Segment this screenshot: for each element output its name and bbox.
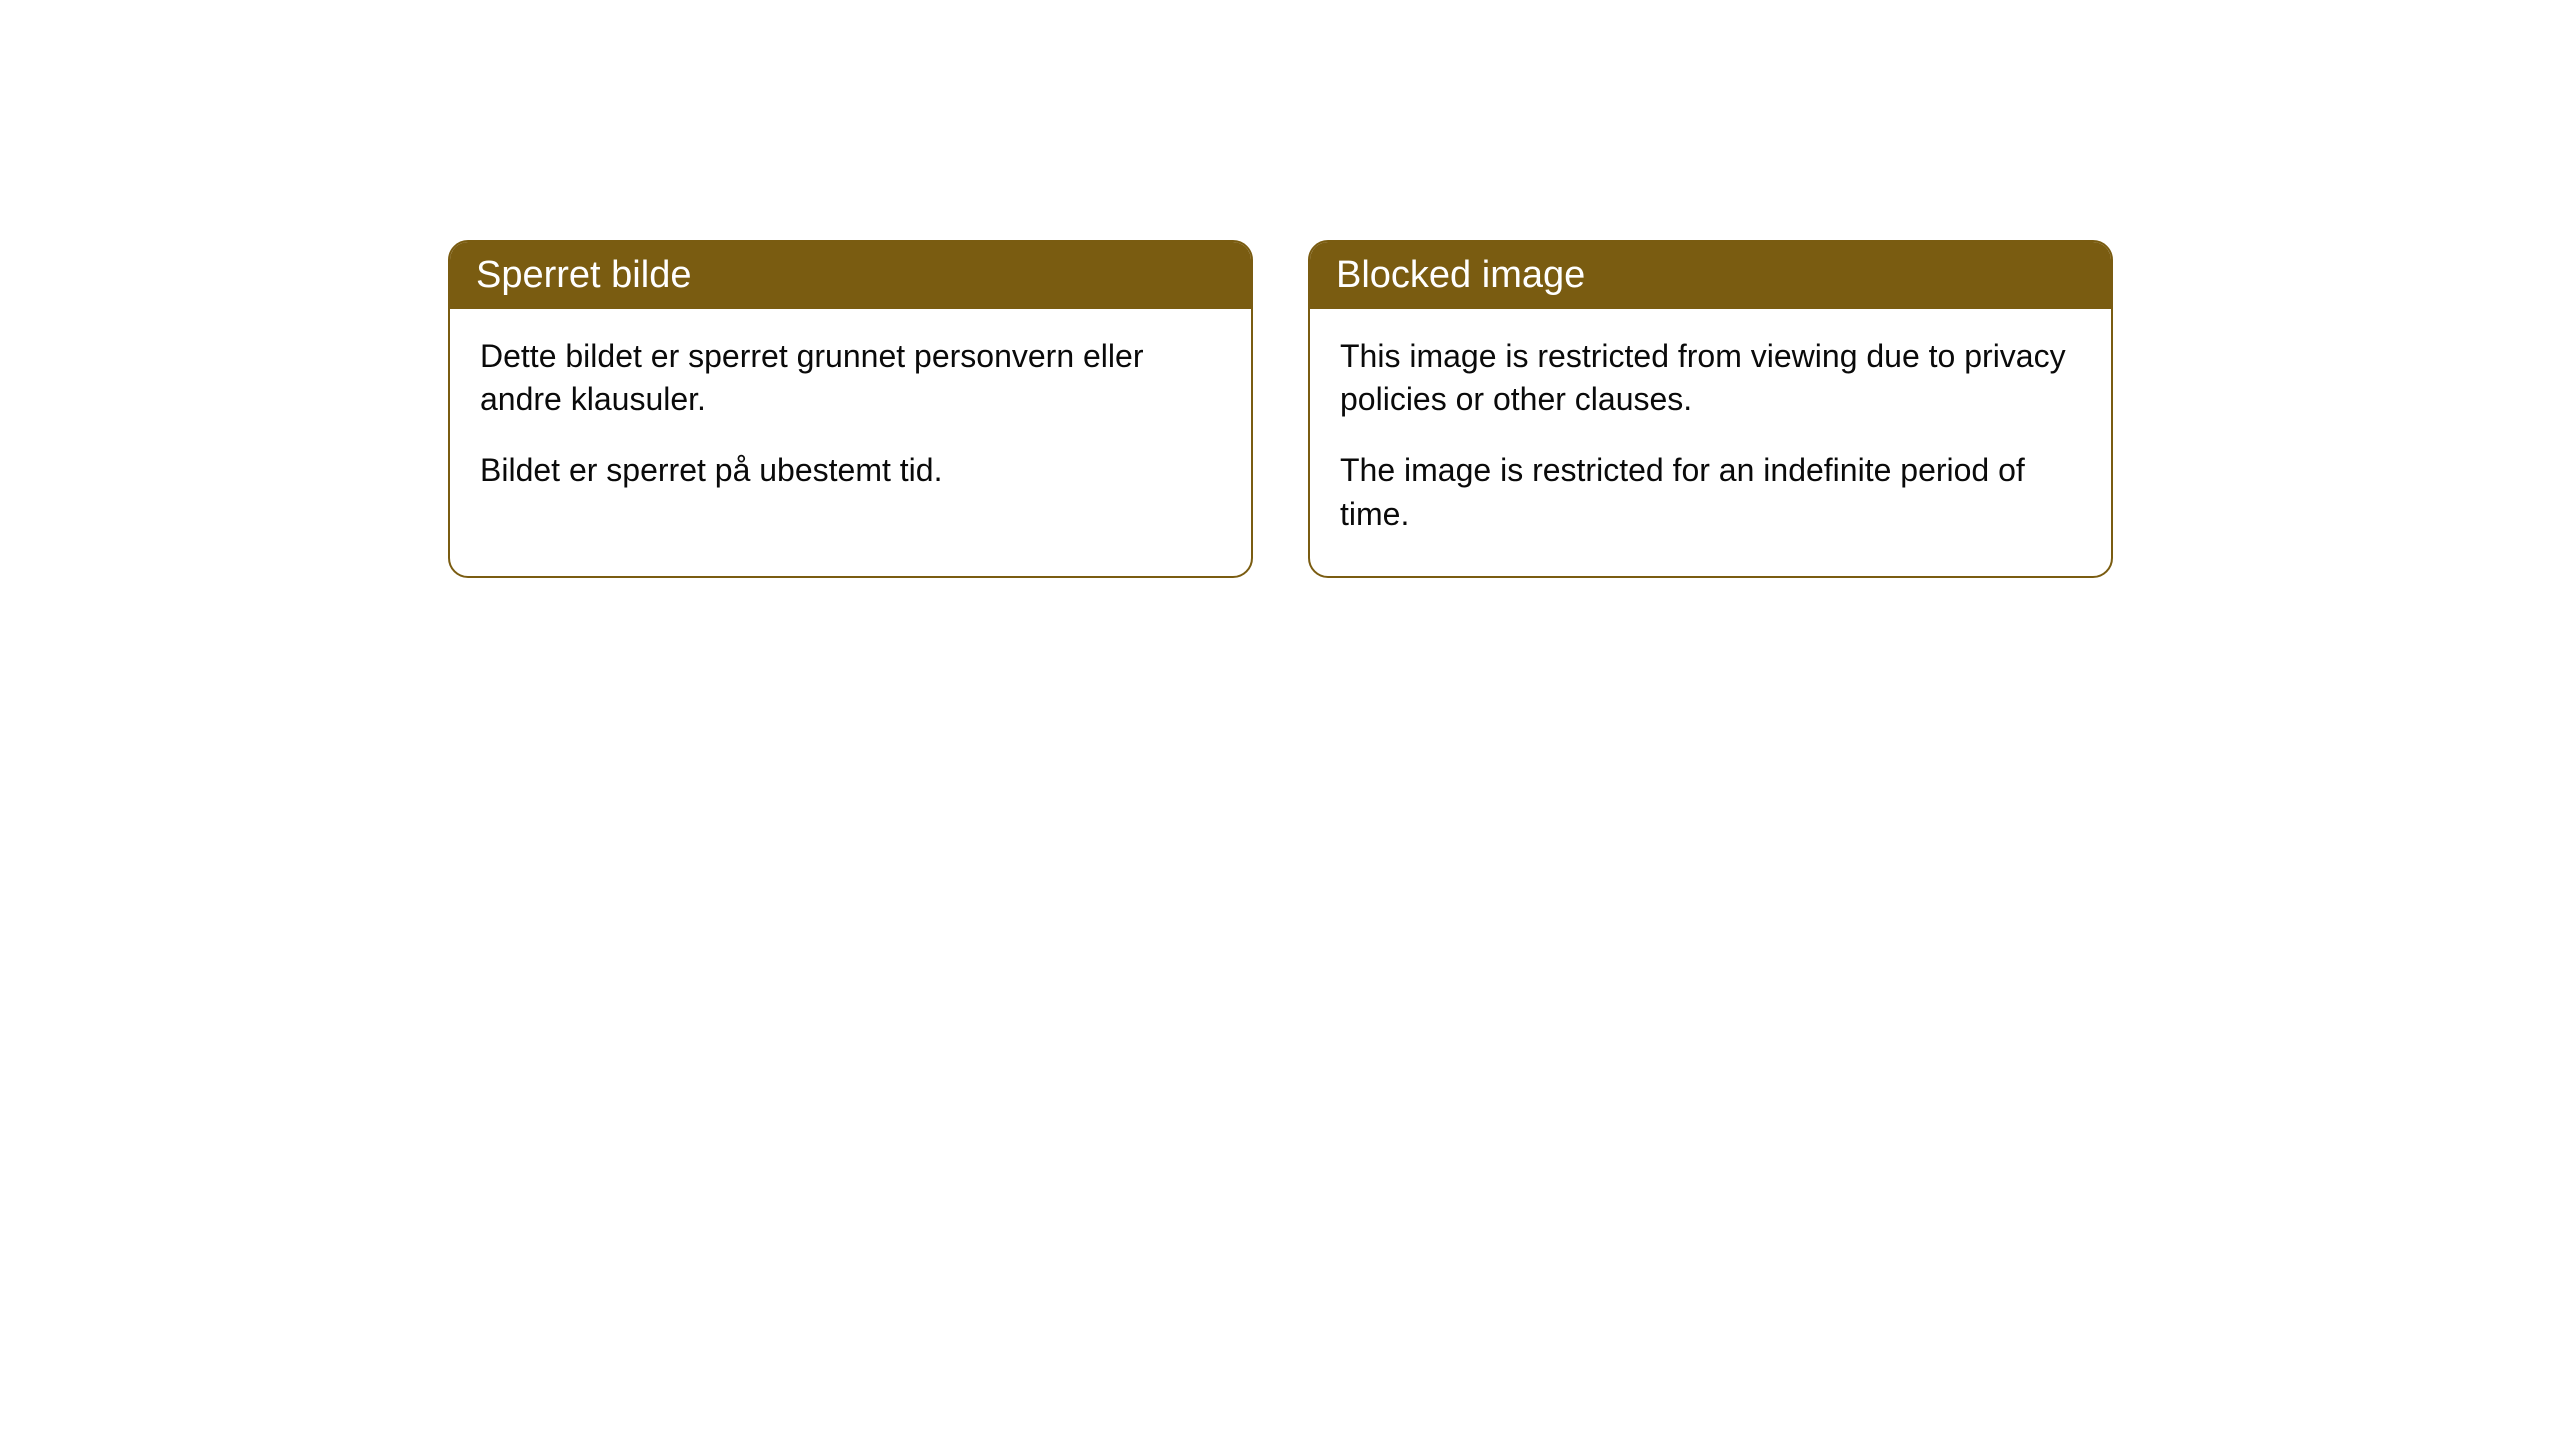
notice-paragraph: This image is restricted from viewing du…	[1340, 335, 2081, 421]
notice-header: Blocked image	[1310, 242, 2111, 309]
notice-title: Sperret bilde	[476, 254, 691, 296]
notice-paragraph: The image is restricted for an indefinit…	[1340, 449, 2081, 535]
notice-container: Sperret bilde Dette bildet er sperret gr…	[448, 240, 2113, 578]
notice-card-english: Blocked image This image is restricted f…	[1308, 240, 2113, 578]
notice-header: Sperret bilde	[450, 242, 1251, 309]
notice-body: Dette bildet er sperret grunnet personve…	[450, 309, 1251, 533]
notice-body: This image is restricted from viewing du…	[1310, 309, 2111, 576]
notice-paragraph: Dette bildet er sperret grunnet personve…	[480, 335, 1221, 421]
notice-card-norwegian: Sperret bilde Dette bildet er sperret gr…	[448, 240, 1253, 578]
notice-title: Blocked image	[1336, 254, 1585, 296]
notice-paragraph: Bildet er sperret på ubestemt tid.	[480, 449, 1221, 492]
